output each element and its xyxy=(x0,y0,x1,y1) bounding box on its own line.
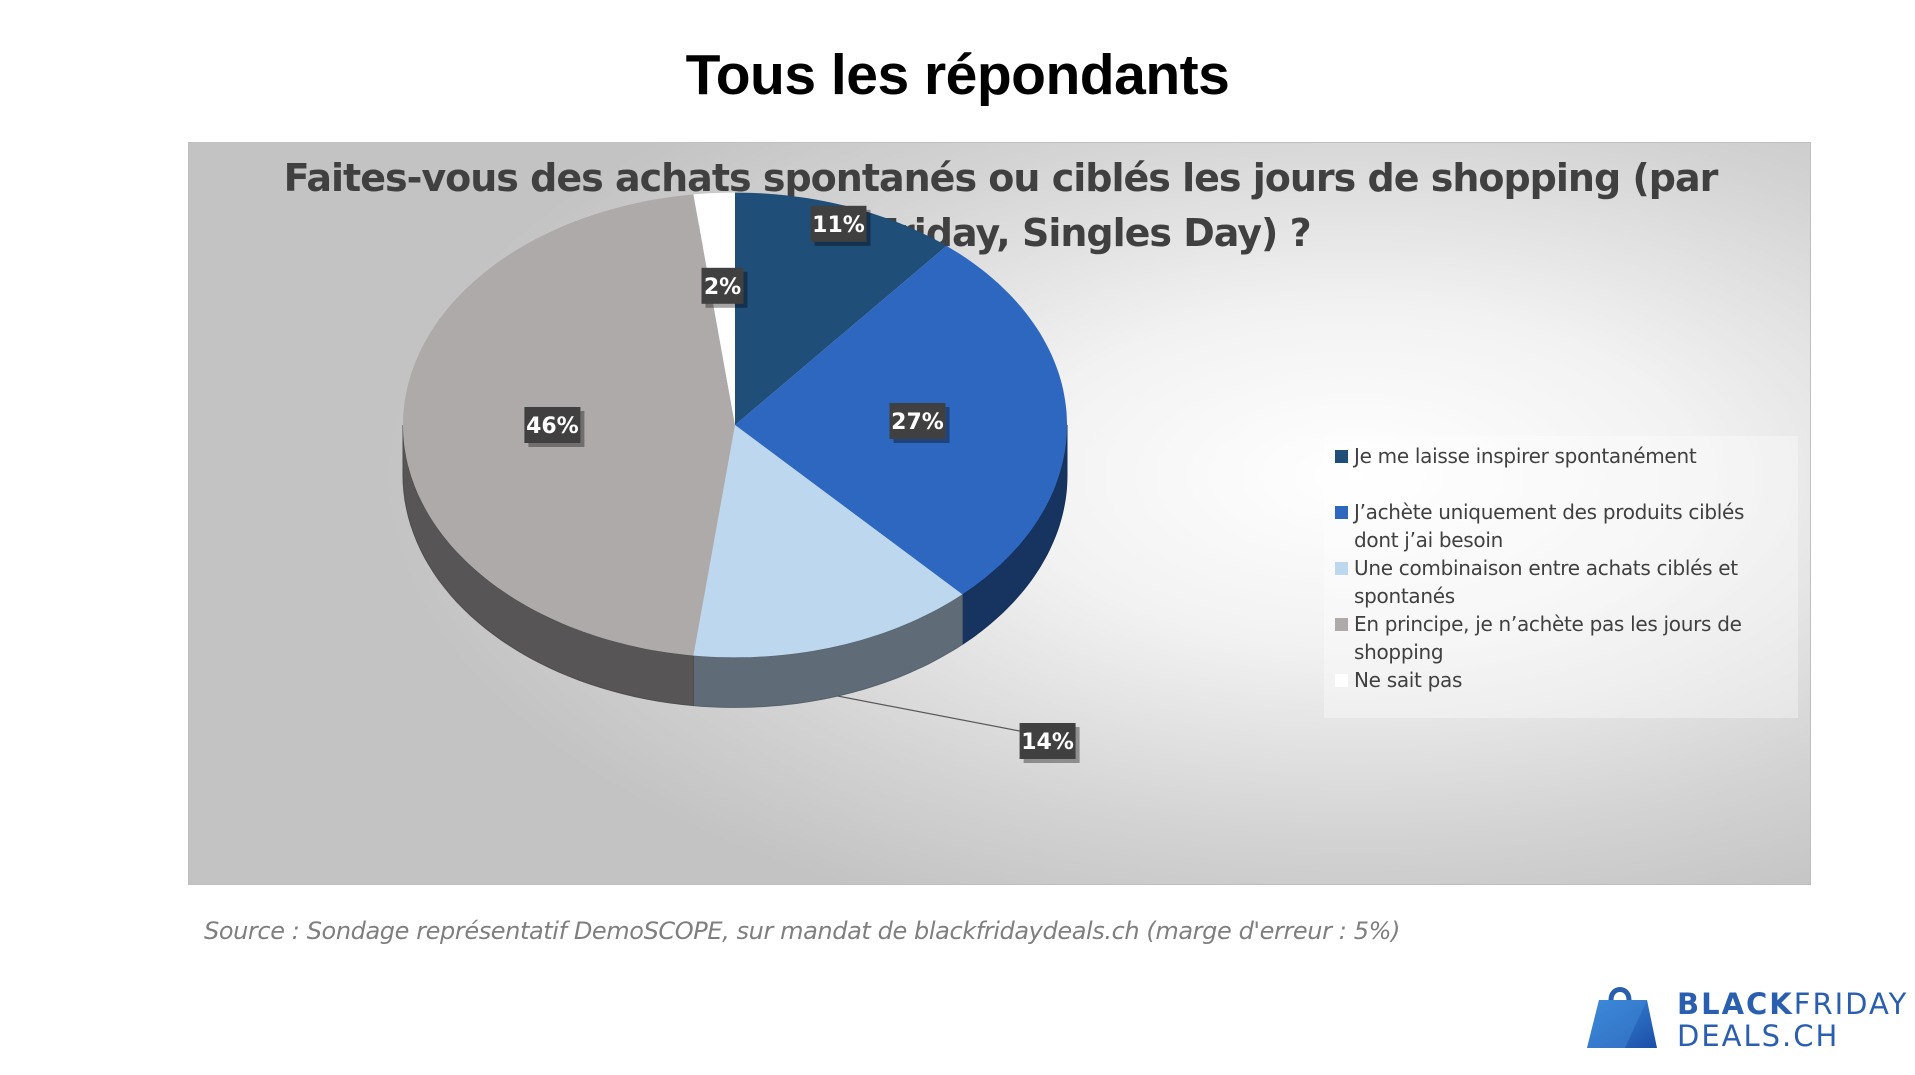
label-box xyxy=(524,407,581,443)
legend-item-inspire: Je me laisse inspirer spontanément xyxy=(1335,442,1788,470)
legend-item-cibles: J’achète uniquement des produits ciblés … xyxy=(1335,498,1788,554)
callout-line xyxy=(837,695,1020,732)
label-box xyxy=(810,205,867,242)
chart-legend: Je me laisse inspirer spontanément J’ach… xyxy=(1324,436,1798,718)
data-label: 11% xyxy=(812,213,865,238)
legend-item-ne-sait-pas: Ne sait pas xyxy=(1335,666,1788,694)
source-note: Source : Sondage représentatif DemoSCOPE… xyxy=(204,917,1400,945)
data-labels: 11% 27% 14% 46% 2% xyxy=(524,205,1080,763)
label-box xyxy=(1019,723,1076,759)
legend-swatch xyxy=(1335,674,1348,687)
data-label: 46% xyxy=(526,414,579,439)
data-label: 27% xyxy=(891,410,944,435)
chart-title-line-1: Faites-vous des achats spontanés ou cibl… xyxy=(283,156,1719,200)
pie-slice xyxy=(693,192,735,425)
legend-item-combinaison: Une combinaison entre achats ciblés et s… xyxy=(1335,554,1788,610)
brand-logo[interactable]: BLACKFRIDAY DEALS.CH xyxy=(1585,982,1906,1052)
data-label: 2% xyxy=(704,275,741,300)
legend-item-principe: En principe, je n’achète pas les jours d… xyxy=(1335,610,1788,666)
pie-slice xyxy=(735,192,947,425)
pie-chart: 11% 27% 14% 46% 2% xyxy=(402,192,1080,763)
legend-swatch xyxy=(1335,562,1348,575)
page-title: Tous les répondants xyxy=(685,43,1230,107)
data-label: 14% xyxy=(1021,730,1074,755)
legend-swatch xyxy=(1335,618,1348,631)
pie-slice xyxy=(693,425,963,658)
pie-top xyxy=(403,192,1067,658)
label-box xyxy=(701,267,744,304)
chart-title: Faites-vous des achats spontanés ou cibl… xyxy=(189,151,1812,261)
shopping-bag-icon xyxy=(1587,987,1657,1048)
legend-swatch xyxy=(1335,450,1348,463)
label-box xyxy=(889,403,946,439)
brand-text: BLACKFRIDAY DEALS.CH xyxy=(1677,987,1909,1053)
legend-swatch xyxy=(1335,506,1348,519)
chart-panel: Faites-vous des achats spontanés ou cibl… xyxy=(188,142,1811,885)
